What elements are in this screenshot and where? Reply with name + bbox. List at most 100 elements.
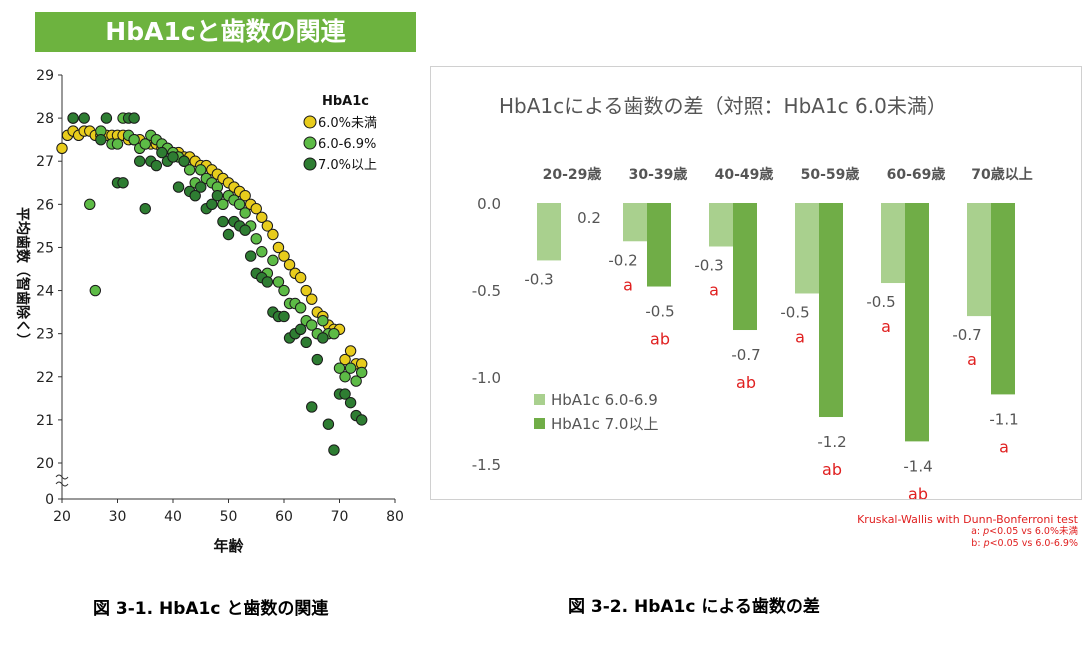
- bar-7.0-over: [819, 203, 843, 418]
- scatter-point: [111, 138, 124, 150]
- scatter-point: [117, 177, 129, 189]
- scatter-point: [217, 215, 229, 228]
- bar-value-label: -1.4: [903, 457, 932, 475]
- scatter-point: [328, 444, 340, 456]
- category-label: 30-39歳: [629, 166, 688, 183]
- bar-y-tick-label: -0.5: [472, 282, 501, 300]
- axis-break-mark: [55, 481, 69, 487]
- scatter-point: [128, 112, 140, 124]
- legend-marker: [303, 157, 317, 171]
- scatter-point: [206, 198, 218, 211]
- x-tick-label: 70: [331, 509, 349, 525]
- y-tick-label: 24: [36, 284, 54, 300]
- bar-value-label: -0.5: [866, 293, 895, 311]
- scatter-point: [267, 228, 279, 241]
- bar-6.0-6.9: [537, 203, 561, 261]
- scatter-point: [344, 396, 357, 409]
- bar-6.0-6.9: [795, 203, 819, 294]
- scatter-point: [195, 181, 207, 193]
- bar-value-label: 0.2: [577, 209, 601, 227]
- scatter-point: [245, 250, 257, 262]
- scatter-point: [311, 353, 323, 366]
- scatter-point: [67, 112, 79, 124]
- scatter-point: [222, 228, 235, 241]
- bar-6.0-6.9: [709, 203, 733, 247]
- scatter-point: [333, 362, 346, 374]
- bar-6.0-6.9: [881, 203, 905, 284]
- axis-break-mark: [55, 474, 69, 480]
- bar-annotation: ab: [736, 373, 756, 392]
- scatter-point: [278, 310, 290, 323]
- stat-b-prefix: b:: [971, 538, 984, 549]
- scatter-point: [306, 319, 318, 331]
- bar-chart-panel: HbA1cによる歯数の差（対照：HbA1c 6.0未満） 0.0 -0.5 -1.0 -…: [430, 66, 1082, 500]
- y-tick-label: 22: [36, 370, 54, 386]
- bar-annotation: a: [709, 281, 719, 300]
- bar-annotation: a: [881, 317, 891, 336]
- scatter-point: [322, 418, 335, 430]
- scatter-point: [89, 284, 102, 297]
- category-label: 20-29歳: [543, 166, 602, 183]
- scatter-point: [84, 198, 96, 211]
- scatter-point: [139, 138, 151, 150]
- scatter-point: [56, 142, 68, 154]
- scatter-point: [150, 159, 163, 172]
- scatter-point: [189, 190, 201, 202]
- scatter-point: [306, 293, 318, 305]
- legend-marker: [303, 115, 317, 129]
- scatter-point: [350, 375, 362, 387]
- bar-7.0-over: [733, 203, 757, 331]
- scatter-point: [294, 323, 307, 336]
- scatter-point: [294, 271, 307, 284]
- stat-note-a: a: p<0.05 vs 6.0%未満: [857, 526, 1078, 538]
- x-tick-label: 30: [109, 509, 127, 525]
- bar-value-label: -0.3: [524, 270, 553, 288]
- stat-a-suffix: <0.05 vs 6.0%未満: [989, 526, 1078, 537]
- scatter-point: [250, 202, 262, 215]
- legend-label: 7.0%以上: [318, 158, 377, 173]
- scatter-point: [283, 258, 296, 271]
- legend-marker: [303, 136, 317, 150]
- bar-annotation: a: [967, 350, 977, 369]
- bar-annotation: ab: [908, 484, 928, 499]
- scatter-point: [239, 224, 251, 236]
- scatter-point: [78, 112, 90, 124]
- stat-a-prefix: a:: [971, 526, 984, 537]
- bar-value-label: -1.1: [989, 410, 1018, 428]
- scatter-point: [356, 414, 368, 426]
- scatter-point: [272, 241, 285, 254]
- bar-value-label: -1.2: [817, 433, 846, 451]
- bar-chart: HbA1cによる歯数の差（対照：HbA1c 6.0未満） 0.0 -0.5 -1.0 -…: [472, 94, 1033, 499]
- scatter-point: [344, 362, 357, 374]
- scatter-point: [328, 327, 340, 340]
- scatter-point: [239, 207, 251, 219]
- scatter-point: [250, 233, 262, 245]
- scatter-point: [139, 202, 151, 215]
- scatter-point: [211, 190, 224, 202]
- bar-y-tick-label: -1.0: [472, 369, 501, 387]
- y-tick-label: 0: [45, 492, 54, 508]
- bar-7.0-over: [647, 203, 671, 287]
- bar-6.0-6.9: [623, 203, 647, 242]
- y-tick-label: 29: [36, 68, 54, 84]
- scatter-point: [128, 133, 140, 146]
- bar-chart-title: HbA1cによる歯数の差（対照：HbA1c 6.0未満）: [499, 94, 947, 118]
- scatter-point: [233, 198, 246, 211]
- stat-note-b: b: p<0.05 vs 6.0-6.9%: [857, 538, 1078, 550]
- bar-annotation: a: [999, 437, 1009, 456]
- x-tick-label: 20: [53, 509, 71, 525]
- scatter-point: [306, 401, 318, 413]
- stat-a-p: p: [983, 526, 990, 537]
- scatter-point: [178, 155, 190, 167]
- bar-6.0-6.9: [967, 203, 991, 317]
- scatter-point: [339, 371, 351, 383]
- x-tick-label: 50: [220, 509, 238, 525]
- legend-title: HbA1c: [322, 94, 369, 109]
- bar-y-tick-label: 0.0: [477, 195, 501, 213]
- bar-legend-label: HbA1c 7.0以上: [551, 415, 658, 433]
- y-tick-label: 25: [36, 240, 54, 256]
- y-tick-label: 26: [36, 197, 54, 213]
- scatter-point: [356, 366, 368, 379]
- scatter-point: [261, 276, 274, 288]
